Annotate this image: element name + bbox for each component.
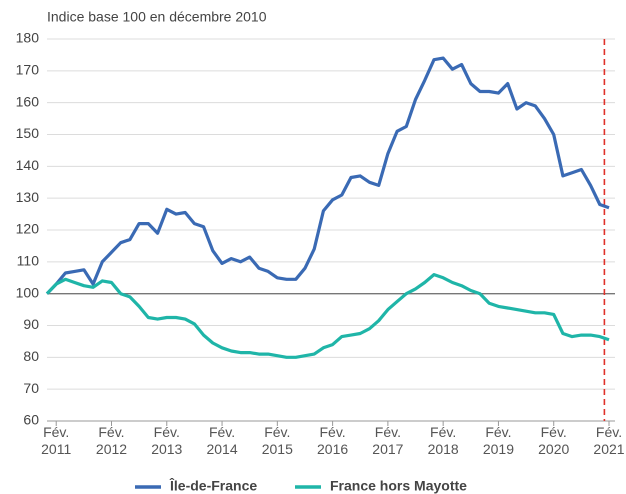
x-tick-label: Fév. 2016 — [317, 424, 349, 457]
y-tick-label: 80 — [23, 348, 39, 364]
x-tick-label: Fév. 2017 — [372, 424, 404, 457]
y-tick-label: 140 — [16, 157, 40, 173]
y-tick-label: 130 — [16, 189, 40, 205]
axis-subtitle: Indice base 100 en décembre 2010 — [47, 9, 267, 25]
legend-label: France hors Mayotte — [330, 478, 467, 494]
y-tick-label: 110 — [17, 253, 40, 269]
x-tick-label: Fév. 2013 — [151, 424, 183, 457]
x-tick-label: Fév. 2020 — [538, 424, 570, 457]
y-tick-label: 180 — [16, 30, 40, 46]
y-tick-label: 150 — [16, 125, 40, 141]
series-line — [45, 56, 610, 295]
y-tick-label: 120 — [16, 221, 40, 237]
x-tick-label: Fév. 2021 — [593, 424, 625, 457]
series-line — [45, 273, 610, 359]
y-tick-label: 60 — [23, 412, 39, 428]
x-tick-label: Fév. 2018 — [427, 424, 459, 457]
x-tick-label: Fév. 2014 — [206, 424, 238, 457]
y-tick-label: 70 — [23, 380, 39, 396]
x-tick-label: Fév. 2011 — [41, 424, 72, 457]
y-tick-label: 90 — [23, 316, 39, 332]
legend-label: Île-de-France — [169, 477, 257, 494]
y-tick-label: 160 — [16, 93, 40, 109]
y-tick-label: 100 — [16, 284, 40, 300]
x-tick-label: Fév. 2012 — [95, 424, 128, 457]
y-tick-label: 170 — [16, 62, 40, 78]
x-tick-label: Fév. 2015 — [261, 424, 293, 457]
x-tick-label: Fév. 2019 — [482, 424, 515, 457]
